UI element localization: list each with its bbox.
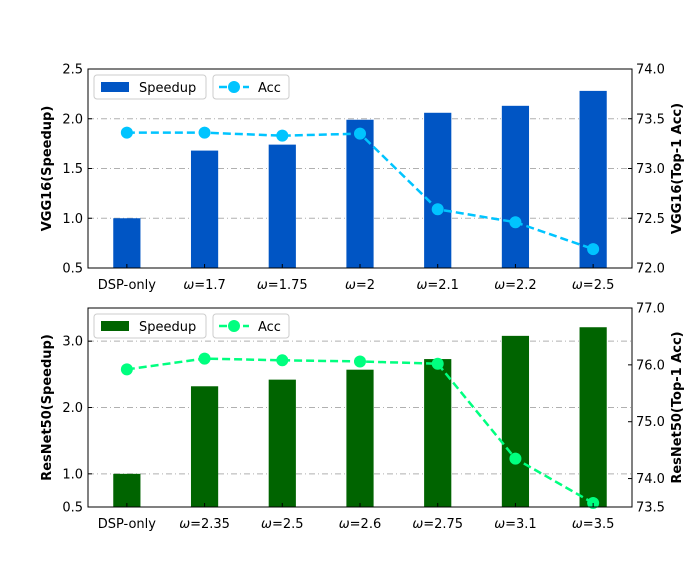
legend-acc-marker: [228, 320, 240, 332]
x-tick-label: ω=2: [345, 278, 375, 293]
legend-acc-marker: [228, 81, 240, 93]
left-tick-label: 0.5: [62, 501, 83, 516]
left-tick-label: 2.0: [62, 112, 83, 127]
acc-point-1: [120, 363, 133, 376]
legend-acc-label: Acc: [258, 320, 281, 335]
x-tick-label: ω=1.7: [183, 278, 225, 293]
x-tick-label: ω=2.5: [261, 517, 303, 532]
acc-point-6: [509, 216, 522, 229]
legend-acc-label: Acc: [258, 81, 281, 96]
y-axis-label-left: VGG16(Speedup): [40, 106, 55, 232]
x-tick-label: ω=2.2: [494, 278, 536, 293]
bar-2: [190, 150, 219, 268]
bar-5: [424, 359, 452, 507]
x-tick-label: ω=2.35: [179, 517, 230, 532]
legend-speedup-box: [93, 74, 207, 100]
left-tick-label: 1.0: [62, 212, 83, 227]
bar-1: [113, 218, 141, 268]
chart-panel-2: 0.5 1.0 2.0 3.0 73.5 74.0 75.0 76.0 77.0 DSP-only…: [40, 302, 685, 533]
x-tick-label: ω=2.5: [572, 278, 614, 293]
bar-5: [424, 112, 452, 268]
legend-acc-box: [212, 74, 290, 100]
bar-6: [501, 105, 530, 268]
bar-3: [268, 379, 296, 507]
left-tick-label: 3.0: [62, 335, 83, 350]
acc-point-4: [354, 355, 366, 368]
legend-speedup-label: Speedup: [139, 81, 196, 96]
bar-2: [190, 386, 219, 507]
x-tick-label: DSP-only: [98, 278, 157, 293]
x-tick-label: ω=1.75: [257, 278, 308, 293]
left-tick-label: 1.0: [62, 467, 83, 482]
x-tick-label: ω=2.75: [412, 517, 463, 532]
acc-point-5: [431, 203, 444, 216]
acc-point-3: [276, 354, 289, 367]
legend-acc-box: [212, 313, 290, 339]
acc-point-6: [509, 452, 522, 465]
bar-4: [346, 369, 374, 507]
legend-speedup-label: Speedup: [139, 320, 196, 335]
left-tick-label: 1.5: [62, 162, 83, 177]
legend-speedup-box: [93, 313, 207, 339]
bar-4: [346, 119, 374, 269]
acc-point-4: [354, 127, 366, 140]
right-tick-label: 72.5: [636, 212, 665, 227]
x-tick-label: ω=3.1: [494, 517, 536, 532]
y-axis-label-left: ResNet50(Speedup): [40, 334, 55, 481]
left-tick-label: 0.5: [62, 262, 83, 277]
right-tick-label: 72.0: [636, 262, 665, 277]
y-axis-label-right: VGG16(Top-1 Acc): [670, 103, 685, 234]
acc-point-5: [431, 357, 444, 370]
right-tick-label: 77.0: [636, 302, 665, 317]
acc-point-2: [198, 352, 211, 365]
bar-3: [268, 144, 296, 268]
bar-6: [501, 335, 530, 507]
right-tick-label: 74.0: [636, 63, 665, 78]
bar-7: [579, 90, 607, 268]
x-tick-label: ω=3.5: [572, 517, 614, 532]
right-tick-label: 76.0: [636, 358, 665, 373]
right-tick-label: 74.0: [636, 472, 665, 487]
x-tick-label: ω=2.1: [416, 278, 458, 293]
right-tick-label: 75.0: [636, 415, 665, 430]
right-tick-label: 73.5: [636, 501, 665, 516]
y-axis-label-right: ResNet50(Top-1 Acc): [670, 331, 685, 483]
left-tick-label: 2.0: [62, 401, 83, 416]
right-tick-label: 73.5: [636, 112, 665, 127]
acc-point-2: [198, 126, 211, 139]
right-tick-label: 73.0: [636, 162, 665, 177]
legend-speedup-swatch: [101, 321, 129, 331]
bar-1: [113, 473, 141, 507]
x-tick-label: ω=2.6: [339, 517, 381, 532]
x-tick-label: DSP-only: [98, 517, 157, 532]
acc-point-1: [120, 126, 133, 139]
chart-panel-1: 0.5 1.0 1.5 2.0 2.5 72.0 72.5 73.0 73.5 74.0 DSP-o…: [40, 63, 685, 294]
acc-point-7: [587, 243, 600, 256]
acc-point-3: [276, 129, 289, 142]
left-tick-label: 2.5: [62, 63, 83, 78]
bar-7: [579, 327, 607, 507]
legend-speedup-swatch: [101, 82, 129, 92]
